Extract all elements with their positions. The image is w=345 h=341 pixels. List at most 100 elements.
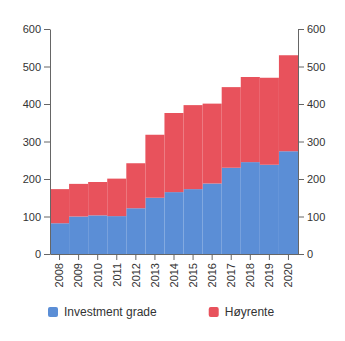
bar — [145, 198, 164, 254]
bar — [145, 135, 164, 198]
bar — [107, 216, 126, 254]
bar — [50, 189, 69, 223]
tick-label: 2010 — [92, 263, 104, 287]
tick-label: 2018 — [244, 263, 256, 287]
tick-label: 400 — [23, 98, 41, 110]
tick: 300 — [23, 136, 50, 148]
tick: 500 — [23, 61, 50, 73]
tick-mark — [44, 67, 50, 68]
tick-label: 600 — [307, 23, 325, 35]
tick-label: 2015 — [187, 263, 199, 287]
tick-label: 200 — [23, 173, 41, 185]
y-axis: 0 100 200 300 400 500 600 — [298, 23, 325, 260]
bar — [164, 113, 183, 192]
series — [50, 55, 298, 223]
legend-item: Investment grade — [48, 305, 157, 319]
tick: 2017 — [225, 254, 237, 287]
bar — [184, 189, 203, 254]
tick: 2012 — [130, 254, 142, 287]
tick-label: 2017 — [225, 263, 237, 287]
tick-mark — [298, 29, 304, 30]
tick-mark — [250, 254, 251, 260]
bar — [107, 179, 126, 217]
tick-label: 2012 — [130, 263, 142, 287]
tick: 2015 — [187, 254, 199, 287]
bar — [222, 168, 241, 254]
legend: Investment grade Høyrente — [48, 305, 274, 319]
tick-mark — [298, 254, 304, 255]
bar — [88, 215, 107, 254]
tick: 2013 — [149, 254, 161, 287]
tick-mark — [298, 104, 304, 105]
tick-mark — [298, 217, 304, 218]
tick-mark — [269, 254, 270, 260]
tick-mark — [44, 29, 50, 30]
legend-swatch — [48, 307, 58, 317]
tick-label: 300 — [307, 136, 325, 148]
bar — [164, 192, 183, 254]
tick: 2010 — [92, 254, 104, 287]
tick: 400 — [23, 98, 50, 110]
tick-label: 500 — [23, 61, 41, 73]
bar — [279, 151, 298, 254]
tick: 2016 — [206, 254, 218, 287]
tick-mark — [231, 254, 232, 260]
tick: 2018 — [244, 254, 256, 287]
tick-mark — [135, 254, 136, 260]
tick-label: 2008 — [53, 263, 65, 287]
tick-label: 2016 — [206, 263, 218, 287]
legend-item: Høyrente — [209, 305, 275, 319]
tick-mark — [44, 142, 50, 143]
tick: 400 — [298, 98, 325, 110]
legend-label: Investment grade — [64, 305, 157, 319]
tick-mark — [193, 254, 194, 260]
tick: 300 — [298, 136, 325, 148]
tick-mark — [97, 254, 98, 260]
tick: 2011 — [111, 254, 123, 287]
tick-label: 2011 — [111, 263, 123, 287]
tick: 2020 — [282, 254, 294, 287]
tick: 2014 — [168, 254, 180, 287]
bar — [69, 184, 88, 217]
tick: 500 — [298, 61, 325, 73]
tick: 2009 — [72, 254, 84, 287]
tick: 100 — [298, 211, 325, 223]
tick-label: 2009 — [72, 263, 84, 287]
tick-label: 300 — [23, 136, 41, 148]
bar — [126, 163, 145, 208]
bar — [279, 55, 298, 151]
bar — [260, 78, 279, 165]
tick-label: 2013 — [149, 263, 161, 287]
bar — [260, 165, 279, 254]
tick-mark — [78, 254, 79, 260]
bar — [88, 182, 107, 215]
legend-swatch — [209, 307, 219, 317]
tick-mark — [44, 179, 50, 180]
tick-mark — [44, 254, 50, 255]
bar — [203, 104, 222, 184]
tick-mark — [116, 254, 117, 260]
tick-label: 100 — [307, 211, 325, 223]
tick: 100 — [23, 211, 50, 223]
chart: 0 100 200 300 400 500 600 0 100 200 300 400 500 600 20… — [0, 0, 345, 341]
tick-mark — [298, 67, 304, 68]
tick-mark — [288, 254, 289, 260]
tick-label: 600 — [23, 23, 41, 35]
tick-label: 500 — [307, 61, 325, 73]
tick-label: 2014 — [168, 263, 180, 287]
tick-mark — [174, 254, 175, 260]
bar — [69, 217, 88, 255]
tick-label: 0 — [307, 248, 313, 260]
y-axis: 0 100 200 300 400 500 600 — [23, 23, 51, 260]
bar — [241, 77, 260, 162]
tick-label: 400 — [307, 98, 325, 110]
tick: 0 — [298, 248, 313, 260]
tick-label: 200 — [307, 173, 325, 185]
tick: 0 — [35, 248, 50, 260]
tick-mark — [298, 179, 304, 180]
tick-mark — [154, 254, 155, 260]
tick-label: 100 — [23, 211, 41, 223]
tick-label: 2019 — [263, 263, 275, 287]
bar — [241, 162, 260, 254]
tick-mark — [44, 104, 50, 105]
